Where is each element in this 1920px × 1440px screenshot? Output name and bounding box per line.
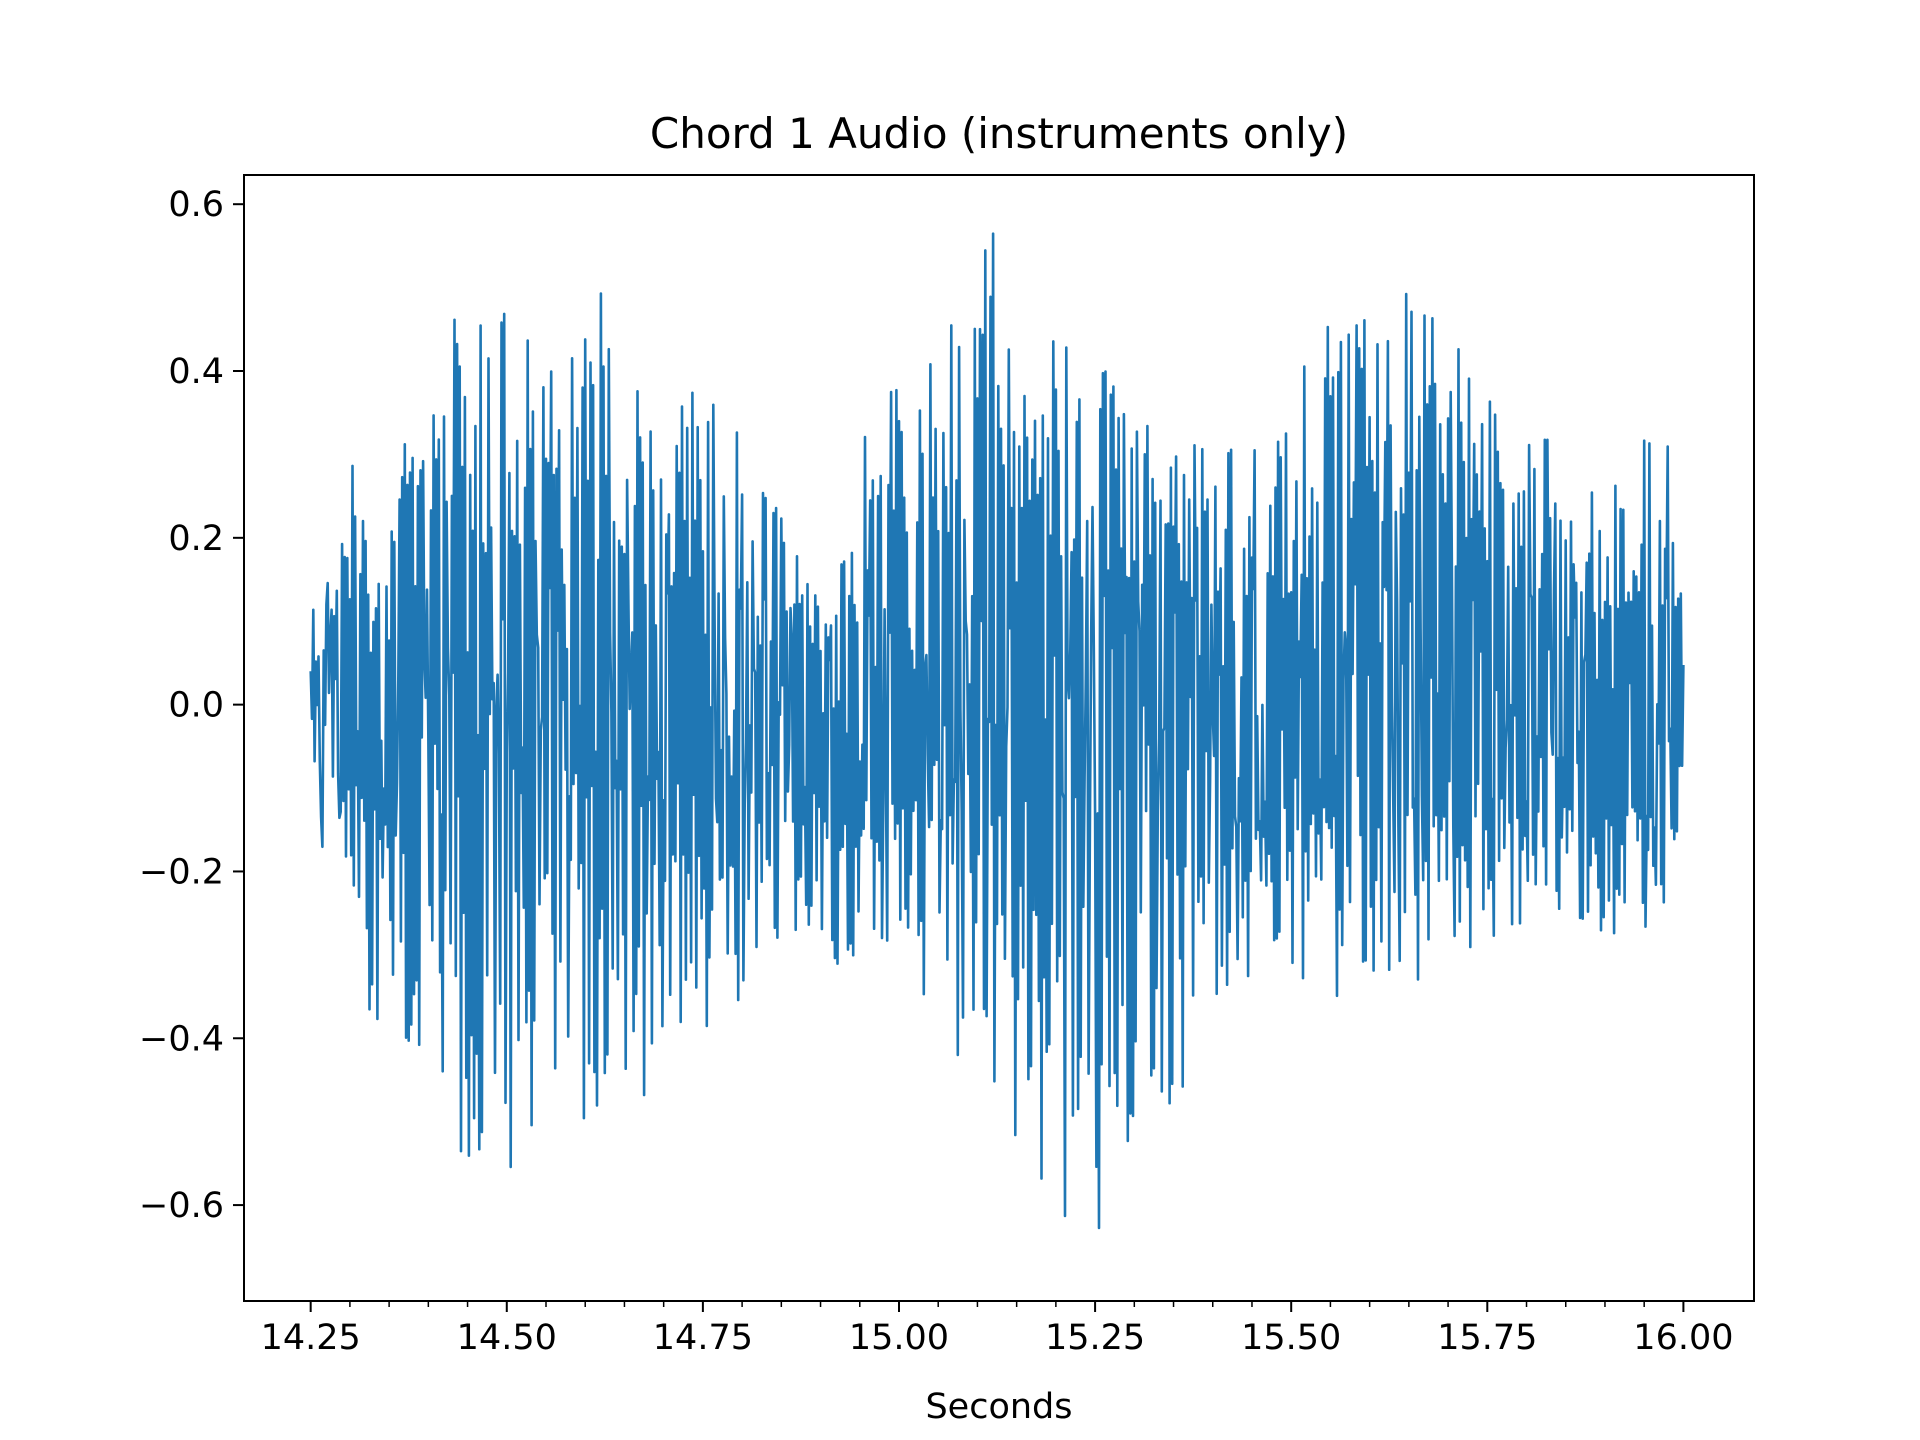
x-tick-label: 15.00 (849, 1318, 949, 1358)
x-axis-label: Seconds (925, 1387, 1072, 1427)
x-tick-label: 14.50 (457, 1318, 557, 1358)
y-tick-label: −0.4 (139, 1019, 224, 1059)
chart-title: Chord 1 Audio (instruments only) (650, 109, 1348, 158)
y-tick-label: −0.6 (139, 1186, 224, 1226)
y-tick-label: 0.0 (168, 686, 224, 726)
x-tick-label: 16.00 (1633, 1318, 1733, 1358)
y-tick-label: 0.2 (168, 519, 224, 559)
waveform-line (309, 232, 1685, 1230)
x-tick-label: 15.50 (1241, 1318, 1341, 1358)
x-tick-label: 15.75 (1437, 1318, 1537, 1358)
x-tick-label: 14.25 (261, 1318, 361, 1358)
x-tick-label: 14.75 (653, 1318, 753, 1358)
y-tick-label: −0.2 (139, 852, 224, 892)
x-tick-label: 15.25 (1045, 1318, 1145, 1358)
axes-frame (243, 174, 1755, 1302)
y-tick-label: 0.6 (168, 185, 224, 225)
series-layer (309, 232, 1685, 1230)
x-axis-ticks: 14.25 14.50 14.75 15.00 15.25 15.50 15.75 16.00 (261, 1301, 1734, 1358)
plot-area (243, 174, 1755, 1302)
y-tick-label: 0.4 (168, 352, 224, 392)
y-axis-ticks: −0.6 −0.4 −0.2 0.0 0.2 0.4 0.6 (139, 185, 244, 1226)
